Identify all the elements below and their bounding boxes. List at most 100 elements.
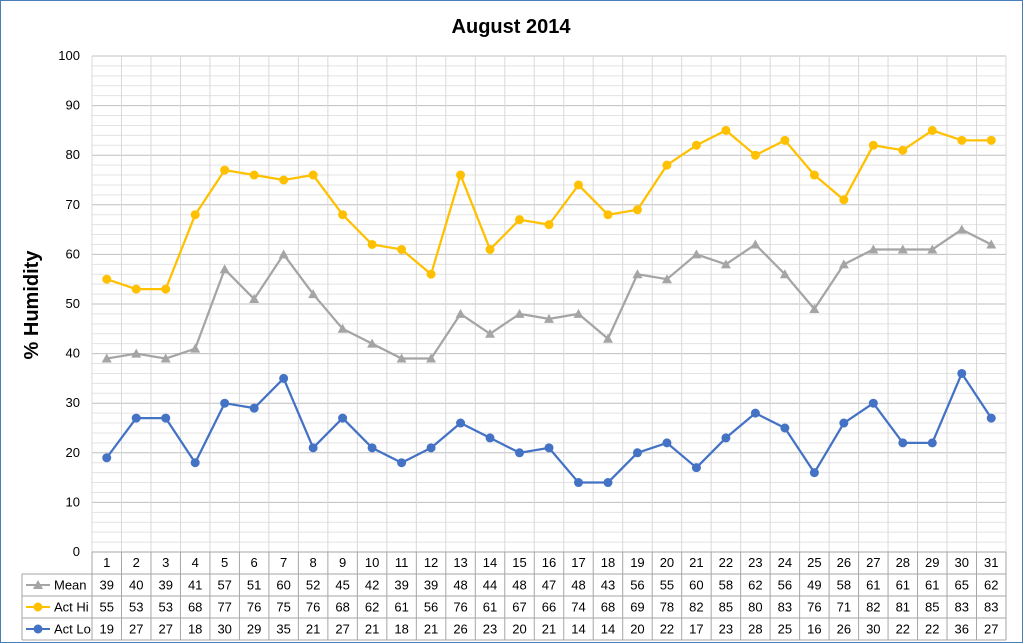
y-tick-label: 40 bbox=[66, 346, 80, 361]
table-cell-value: 55 bbox=[660, 578, 674, 593]
data-point-marker bbox=[131, 284, 141, 294]
x-tick-label: 13 bbox=[453, 555, 467, 570]
data-point-marker bbox=[249, 170, 259, 180]
x-tick-label: 15 bbox=[512, 555, 526, 570]
table-cell-value: 20 bbox=[512, 622, 526, 637]
table-cell-value: 16 bbox=[807, 622, 821, 637]
table-cell-value: 62 bbox=[748, 578, 762, 593]
table-cell-value: 26 bbox=[837, 622, 851, 637]
table-cell-value: 27 bbox=[158, 622, 172, 637]
table-cell-value: 21 bbox=[542, 622, 556, 637]
data-point-marker bbox=[396, 353, 407, 363]
table-cell-value: 62 bbox=[365, 600, 379, 615]
table-cell-value: 42 bbox=[365, 578, 379, 593]
data-point-marker bbox=[986, 135, 996, 145]
x-tick-label: 7 bbox=[280, 555, 287, 570]
data-point-marker bbox=[662, 160, 672, 170]
data-point-marker bbox=[750, 150, 760, 160]
data-point-marker bbox=[160, 353, 171, 363]
data-point-marker bbox=[219, 264, 230, 274]
table-cell-value: 35 bbox=[276, 622, 290, 637]
x-tick-label: 23 bbox=[748, 555, 762, 570]
x-tick-label: 5 bbox=[221, 555, 228, 570]
data-point-marker bbox=[485, 244, 495, 254]
legend-label: Mean bbox=[54, 578, 87, 593]
table-cell-value: 75 bbox=[276, 600, 290, 615]
table-cell-value: 67 bbox=[512, 600, 526, 615]
data-point-marker bbox=[279, 373, 289, 383]
x-tick-label: 9 bbox=[339, 555, 346, 570]
data-point-marker bbox=[456, 418, 466, 428]
table-cell-value: 14 bbox=[571, 622, 585, 637]
data-point-marker bbox=[397, 458, 407, 468]
x-tick-label: 12 bbox=[424, 555, 438, 570]
data-point-marker bbox=[927, 438, 937, 448]
table-cell-value: 22 bbox=[660, 622, 674, 637]
x-tick-label: 21 bbox=[689, 555, 703, 570]
table-cell-value: 47 bbox=[542, 578, 556, 593]
x-tick-label: 4 bbox=[192, 555, 199, 570]
table-cell-value: 21 bbox=[365, 622, 379, 637]
table-cell-value: 69 bbox=[630, 600, 644, 615]
table-cell-value: 22 bbox=[925, 622, 939, 637]
table-cell-value: 44 bbox=[483, 578, 497, 593]
x-tick-label: 11 bbox=[395, 555, 409, 570]
data-point-marker bbox=[308, 289, 319, 299]
data-point-marker bbox=[838, 259, 849, 269]
y-tick-label: 90 bbox=[66, 98, 80, 113]
legend-label: Act Hi bbox=[54, 600, 89, 615]
data-point-marker bbox=[131, 413, 141, 423]
data-point-marker bbox=[780, 135, 790, 145]
x-tick-label: 3 bbox=[162, 555, 169, 570]
data-point-marker bbox=[544, 443, 554, 453]
table-cell-value: 52 bbox=[306, 578, 320, 593]
data-point-marker bbox=[957, 135, 967, 145]
x-tick-label: 6 bbox=[251, 555, 258, 570]
table-cell-value: 17 bbox=[689, 622, 703, 637]
table-cell-value: 57 bbox=[217, 578, 231, 593]
data-point-marker bbox=[868, 140, 878, 150]
table-cell-value: 18 bbox=[394, 622, 408, 637]
table-cell-value: 82 bbox=[689, 600, 703, 615]
x-tick-label: 30 bbox=[955, 555, 969, 570]
table-cell-value: 56 bbox=[778, 578, 792, 593]
table-cell-value: 83 bbox=[955, 600, 969, 615]
y-tick-label: 10 bbox=[66, 494, 80, 509]
table-cell-value: 53 bbox=[129, 600, 143, 615]
data-point-marker bbox=[161, 284, 171, 294]
table-cell-value: 68 bbox=[188, 600, 202, 615]
table-cell-value: 76 bbox=[807, 600, 821, 615]
table-cell-value: 28 bbox=[748, 622, 762, 637]
data-point-marker bbox=[691, 463, 701, 473]
data-point-marker bbox=[986, 413, 996, 423]
x-tick-label: 27 bbox=[866, 555, 880, 570]
x-tick-label: 24 bbox=[778, 555, 792, 570]
data-point-marker bbox=[33, 602, 43, 612]
table-cell-value: 65 bbox=[955, 578, 969, 593]
x-tick-label: 17 bbox=[571, 555, 585, 570]
table-cell-value: 27 bbox=[129, 622, 143, 637]
x-tick-label: 31 bbox=[984, 555, 998, 570]
table-cell-value: 27 bbox=[335, 622, 349, 637]
table-cell-value: 85 bbox=[719, 600, 733, 615]
data-point-marker bbox=[809, 468, 819, 478]
data-point-marker bbox=[661, 274, 672, 284]
table-cell-value: 68 bbox=[335, 600, 349, 615]
data-point-marker bbox=[868, 244, 879, 254]
data-point-marker bbox=[515, 215, 525, 225]
data-point-marker bbox=[632, 205, 642, 215]
data-point-marker bbox=[338, 413, 348, 423]
data-point-marker bbox=[102, 453, 112, 463]
x-tick-label: 1 bbox=[103, 555, 110, 570]
x-tick-label: 19 bbox=[630, 555, 644, 570]
data-point-marker bbox=[279, 175, 289, 185]
data-point-marker bbox=[721, 433, 731, 443]
x-tick-label: 25 bbox=[807, 555, 821, 570]
data-point-marker bbox=[190, 458, 200, 468]
table-cell-value: 27 bbox=[984, 622, 998, 637]
x-tick-label: 8 bbox=[310, 555, 317, 570]
x-tick-label: 10 bbox=[365, 555, 379, 570]
data-point-marker bbox=[868, 398, 878, 408]
table-cell-value: 71 bbox=[837, 600, 851, 615]
data-point-marker bbox=[102, 274, 112, 284]
